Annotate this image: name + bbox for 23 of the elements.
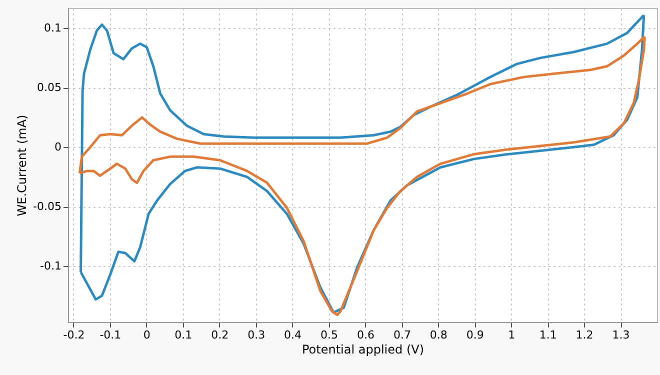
y-tick-label: 0.1 xyxy=(44,22,62,35)
x-tick-label: -0.1 xyxy=(100,328,122,342)
x-tick-label: 1.1 xyxy=(539,328,557,342)
x-tick-label: -0.2 xyxy=(63,328,85,342)
y-tick-label: -0.1 xyxy=(40,260,62,273)
x-tick-label: 0.1 xyxy=(174,328,192,342)
x-tick-label: 0.8 xyxy=(430,328,448,342)
x-tick-label: 1.2 xyxy=(576,328,594,342)
x-tick-label: 0.7 xyxy=(393,328,411,342)
y-tick-label: 0.05 xyxy=(37,81,62,94)
x-tick-label: 1.3 xyxy=(612,328,630,342)
x-tick-label: 0.3 xyxy=(248,328,266,342)
x-tick-label: 0.6 xyxy=(356,328,374,342)
x-axis-title: Potential applied (V) xyxy=(302,342,424,356)
x-tick-label: 0.4 xyxy=(284,328,302,342)
x-tick-label: 1 xyxy=(508,328,516,342)
x-tick-label: 0 xyxy=(143,328,150,342)
x-tick-label: 0.9 xyxy=(466,328,484,342)
y-tick-label: -0.05 xyxy=(33,200,62,214)
y-tick-label: 0 xyxy=(54,140,62,154)
y-axis-title: WE.Current (mA) xyxy=(15,114,30,216)
x-tick-label: 0.2 xyxy=(211,328,229,342)
x-tick-label: 0.5 xyxy=(320,328,338,342)
